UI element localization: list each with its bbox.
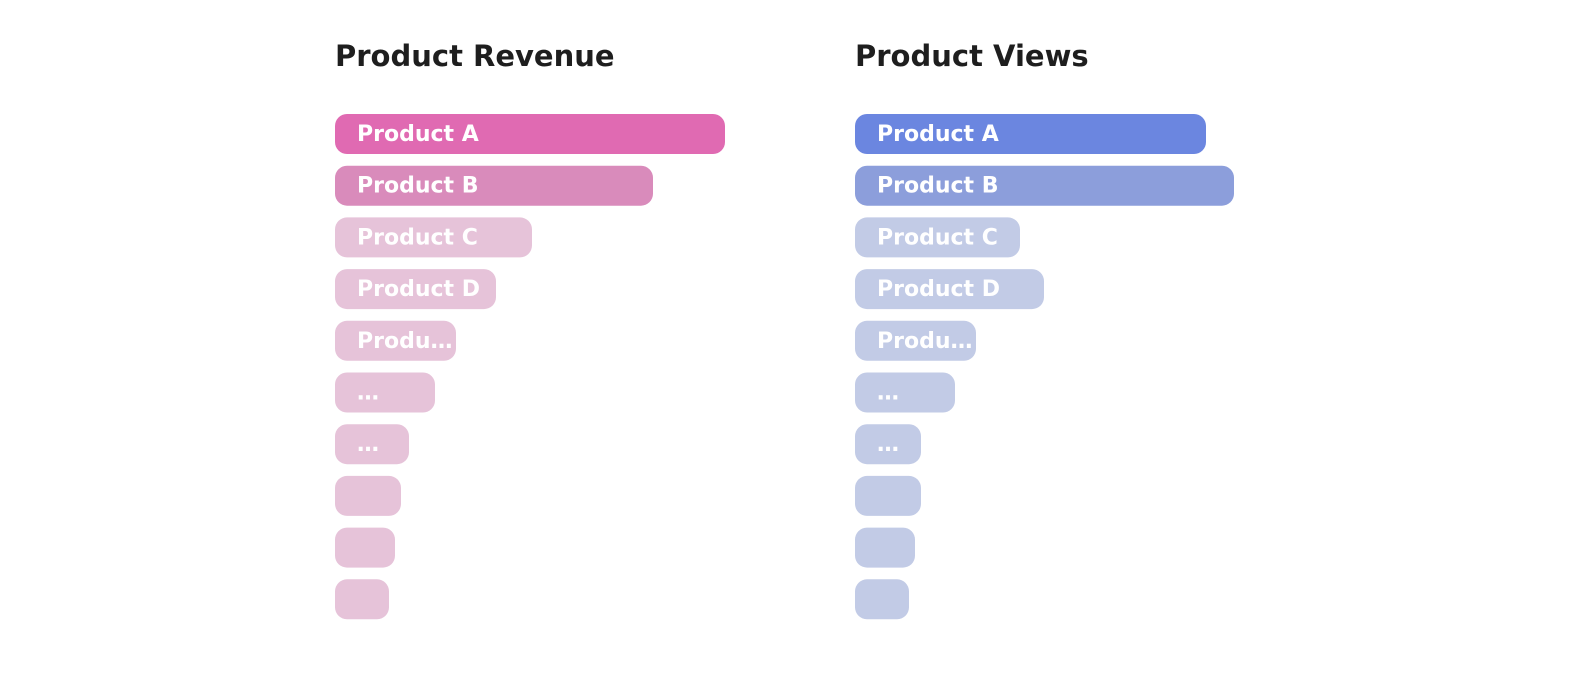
bar (855, 579, 909, 620)
bar-label: Product A (877, 122, 999, 147)
bar (335, 579, 389, 620)
bar (855, 372, 955, 413)
bar-label: Product B (357, 174, 478, 199)
bar (855, 217, 1020, 258)
bar (855, 269, 1044, 310)
bar (335, 475, 401, 516)
bar (335, 372, 435, 413)
bar (855, 527, 915, 568)
bar-label: Produ… (877, 329, 973, 354)
bar-label: Product C (357, 225, 478, 250)
bar-label: Product B (877, 174, 998, 199)
bar (335, 320, 456, 361)
bar-label: Product C (877, 225, 998, 250)
bar-label: … (357, 381, 379, 406)
chart-title: Product Revenue (335, 39, 615, 73)
bar-label: … (877, 432, 899, 457)
bar (855, 424, 921, 465)
bar (855, 475, 921, 516)
bar-label: … (877, 381, 899, 406)
bar (335, 217, 532, 258)
bar-label: Product D (877, 277, 1000, 302)
bar (335, 424, 409, 465)
bar-label: Product A (357, 122, 479, 147)
bar-label: Product D (357, 277, 480, 302)
bar (335, 165, 653, 206)
bar-label: Produ… (357, 329, 453, 354)
chart-title: Product Views (855, 39, 1089, 73)
bar (335, 269, 496, 310)
bar (335, 527, 395, 568)
bar-label: … (357, 432, 379, 457)
bar (855, 320, 976, 361)
bar (855, 165, 1234, 206)
bar (855, 114, 1206, 154)
bar (335, 114, 725, 154)
